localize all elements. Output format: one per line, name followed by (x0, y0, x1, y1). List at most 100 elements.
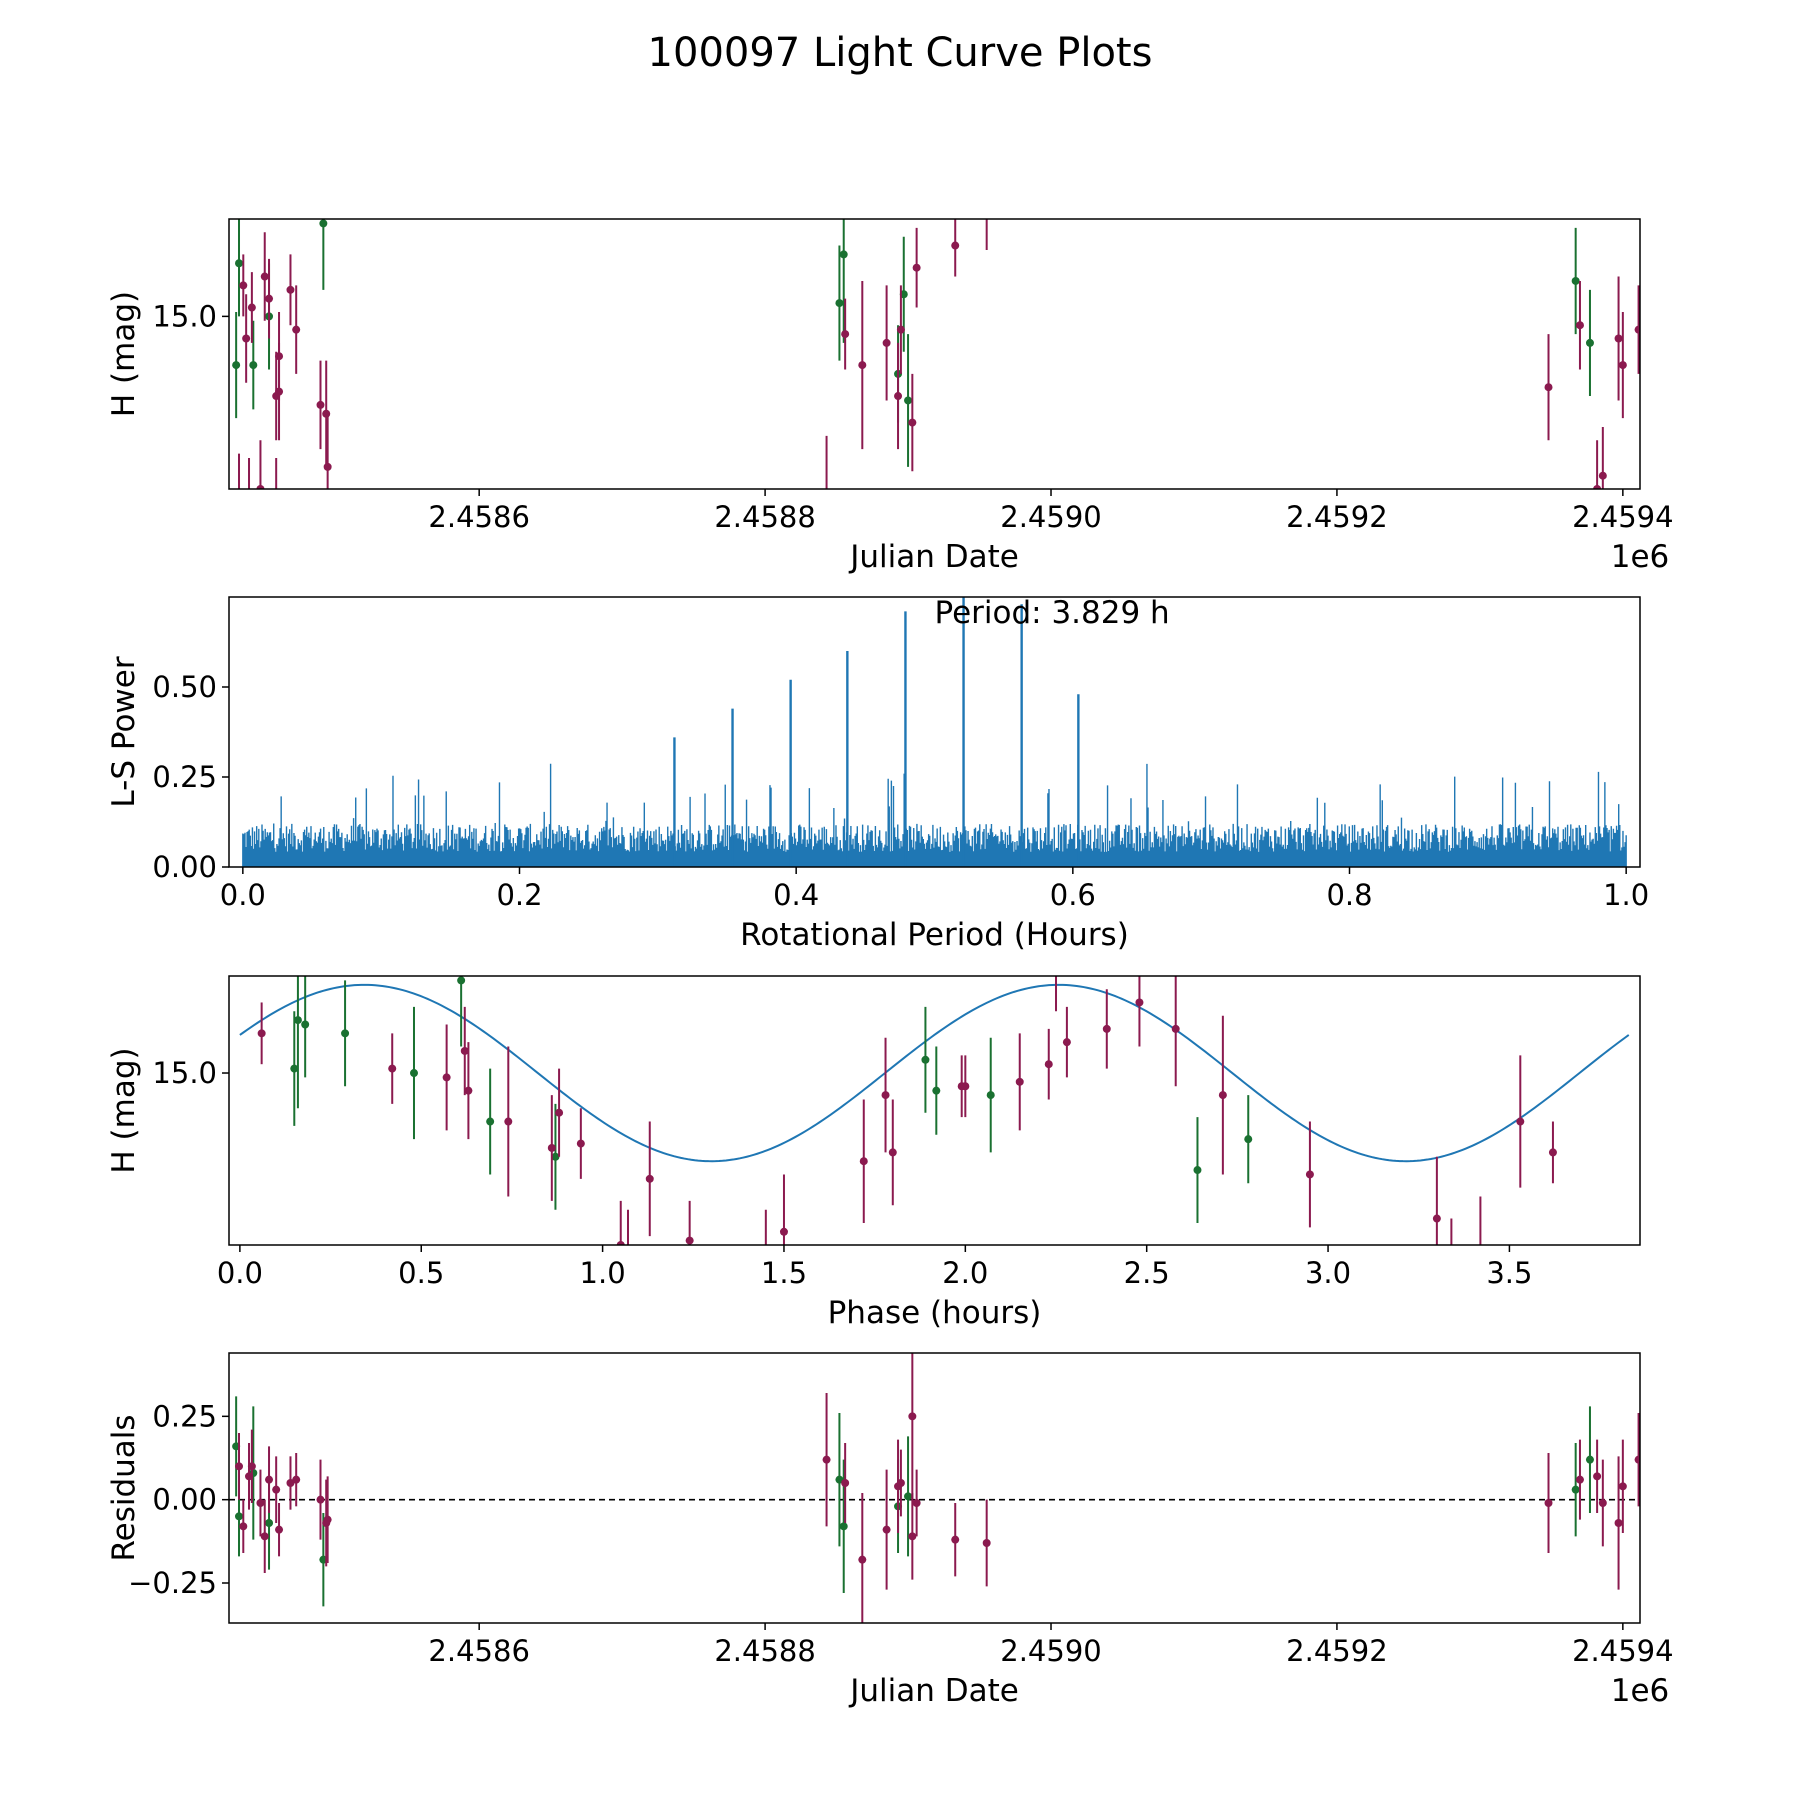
data-point-r (555, 1108, 564, 1117)
data-point-r (822, 1455, 831, 1464)
x-tick-label: 2.4586 (428, 1634, 529, 1668)
data-point-r (685, 1236, 694, 1245)
data-point-r (1044, 1060, 1053, 1069)
x-offset-label: 1e6 (1611, 539, 1670, 575)
data-point-r (239, 1522, 248, 1531)
y-axis-label: H (mag) (106, 1047, 142, 1173)
data-point-g (249, 361, 258, 370)
data-point-r (1634, 325, 1640, 334)
data-point-r (894, 392, 903, 401)
data-point-g (1571, 1485, 1580, 1494)
x-tick-label: 2.4594 (1572, 500, 1673, 534)
y-axis-label: Residuals (106, 1414, 142, 1561)
data-point-g (290, 1064, 299, 1073)
data-point-r (256, 485, 265, 489)
data-point-g (904, 1492, 913, 1501)
data-point-g (486, 1117, 495, 1126)
data-point-g (409, 1069, 418, 1078)
data-point-r (242, 334, 251, 343)
data-point-g (835, 299, 844, 308)
panel-lightcurve: 2.4586 2.4588 2.4590 2.4592 2.4594 15.0 Julian… (106, 218, 1674, 575)
data-point-r (460, 1046, 469, 1055)
y-tick-label: 15.0 (152, 299, 217, 333)
y-tick-label: 0.00 (152, 1483, 217, 1517)
data-point-g (904, 396, 913, 405)
data-point-r (239, 281, 248, 290)
x-tick-label: 0.2 (496, 878, 542, 912)
data-point-r (292, 325, 301, 334)
data-point-g (839, 1522, 848, 1531)
data-point-r (388, 1064, 397, 1073)
data-point-r (1015, 1077, 1024, 1086)
data-point-r (316, 400, 325, 409)
data-point-g (319, 219, 328, 228)
data-point-r (292, 1475, 301, 1484)
y-tick-label: −0.25 (128, 1566, 217, 1600)
y-tick-label: 0.25 (152, 1399, 217, 1433)
x-tick-label: 0.8 (1326, 878, 1372, 912)
plot-area (242, 597, 1627, 867)
data-point-r (464, 1086, 473, 1095)
data-point-r (982, 1539, 991, 1547)
data-point-r (1634, 1455, 1640, 1464)
data-point-r (1544, 1499, 1553, 1507)
data-point-r (896, 325, 905, 334)
y-tick-label: 15.0 (152, 1056, 217, 1090)
data-point-r (961, 1082, 970, 1091)
data-point-g (232, 361, 241, 370)
y-tick-label: 0.00 (152, 850, 217, 884)
data-point-r (882, 1525, 891, 1534)
panel-phase: 0.0 0.5 1.0 1.5 2.0 2.5 3.0 3.5 15.0 Phase (hours… (106, 975, 1641, 1331)
axes-frame (228, 596, 1641, 868)
data-point-r (1135, 998, 1144, 1007)
x-tick-label: 0.0 (217, 1256, 263, 1290)
data-point-r (322, 409, 331, 418)
y-tick-label: 0.25 (152, 760, 217, 794)
data-point-r (286, 285, 295, 294)
x-tick-label: 2.4594 (1572, 1634, 1673, 1668)
panels-container: 2.4586 2.4588 2.4590 2.4592 2.4594 15.0 Julian… (106, 218, 1674, 1709)
x-tick-label: 1.0 (580, 1256, 626, 1290)
figure-title: 100097 Light Curve Plots (648, 30, 1153, 76)
axes-frame (228, 218, 1641, 490)
data-point-r (908, 1412, 917, 1421)
data-point-g (341, 1029, 350, 1038)
data-point-r (235, 1462, 244, 1471)
data-point-r (858, 361, 867, 370)
data-point-r (841, 1479, 850, 1487)
data-point-r (1305, 1170, 1314, 1179)
data-point-r (908, 418, 917, 427)
data-point-r (881, 1091, 890, 1100)
x-tick-label: 0.0 (220, 878, 266, 912)
x-tick-label: 2.4588 (714, 500, 815, 534)
data-point-r (1102, 1024, 1111, 1033)
data-point-r (1516, 1117, 1525, 1126)
data-point-r (272, 1485, 281, 1494)
x-tick-label: 1.0 (1603, 878, 1649, 912)
data-point-r (951, 1535, 960, 1544)
data-point-r (1548, 1148, 1557, 1157)
data-point-r (247, 303, 256, 312)
data-point-r (257, 1029, 266, 1038)
period-annotation: Period: 3.829 h (935, 595, 1170, 631)
plot-area (232, 219, 1640, 489)
data-point-r (1618, 361, 1627, 370)
data-point-r (1171, 1024, 1180, 1033)
data-point-r (1593, 1472, 1602, 1481)
x-tick-label: 0.4 (773, 878, 819, 912)
x-axis-label: Phase (hours) (828, 1295, 1042, 1331)
data-point-r (247, 1462, 256, 1471)
y-axis-label: L-S Power (106, 656, 142, 807)
data-point-r (265, 294, 274, 303)
data-point-r (256, 1499, 265, 1507)
data-point-r (1598, 1499, 1607, 1507)
data-point-g (932, 1086, 941, 1095)
x-tick-label: 2.4592 (1286, 1634, 1387, 1668)
data-point-g (293, 1016, 302, 1025)
x-tick-label: 3.0 (1305, 1256, 1351, 1290)
plot-area (229, 1353, 1640, 1623)
data-point-g (265, 1519, 274, 1527)
x-tick-label: 2.4588 (714, 1634, 815, 1668)
data-point-g (1193, 1166, 1202, 1175)
data-point-r (858, 1555, 867, 1564)
